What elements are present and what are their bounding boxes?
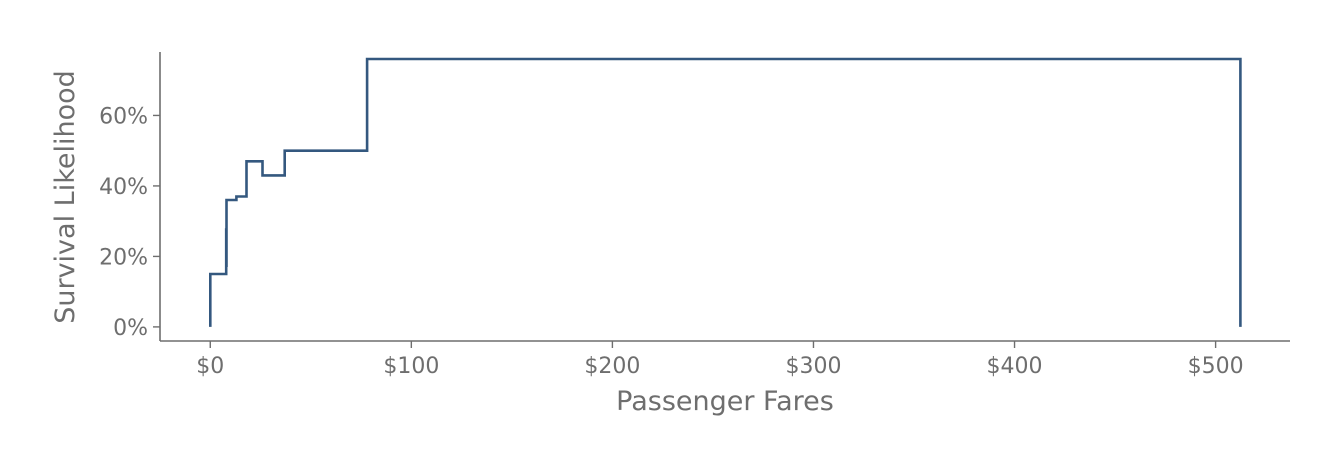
y-tick-label: 40% bbox=[99, 175, 148, 200]
x-tick-label: $500 bbox=[1188, 354, 1244, 379]
y-tick-label: 0% bbox=[113, 316, 148, 341]
series-line bbox=[209, 57, 1242, 327]
x-tick-label: $400 bbox=[987, 354, 1043, 379]
x-tick-label: $100 bbox=[383, 354, 439, 379]
x-axis-title: Passenger Fares bbox=[616, 386, 834, 417]
y-tick-label: 60% bbox=[99, 104, 148, 129]
x-tick-label: $200 bbox=[584, 354, 640, 379]
y-axis-title: Survival Likelihood bbox=[50, 70, 81, 324]
x-tick-label: $0 bbox=[196, 354, 224, 379]
x-tick-label: $300 bbox=[785, 354, 841, 379]
series-group bbox=[209, 57, 1242, 327]
axes: $0 $100 $200 $300 $400 $500 0% 20% 40% 60% bbox=[99, 52, 1290, 379]
y-tick-label: 20% bbox=[99, 245, 148, 270]
